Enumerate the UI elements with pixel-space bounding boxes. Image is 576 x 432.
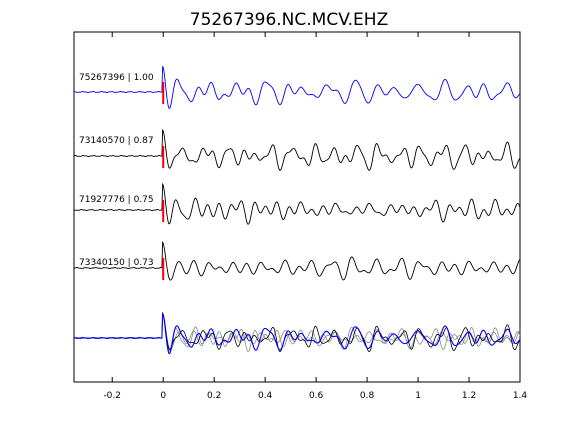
trace-label: 73340150 | 0.73: [79, 258, 154, 268]
overlay-waveform: [74, 311, 521, 355]
axis-ticks: -0.2 0 0.2 0.4 0.6 0.8 1 1.2 1.4: [103, 32, 527, 401]
overlay-waveform: [73, 312, 521, 353]
trace-labels: 75267396 | 1.00 73140570 | 0.87 71927776 |…: [79, 73, 154, 268]
overlay-waveform: [73, 312, 521, 352]
trace-label: 71927776 | 0.75: [79, 195, 154, 205]
waveform-trace: [73, 182, 521, 225]
x-tick-label: 0: [160, 391, 166, 401]
x-tick-label: 1: [415, 391, 421, 401]
x-tick-label: -0.2: [103, 391, 121, 401]
waveform-trace: [73, 128, 521, 171]
x-tick-label: 0.4: [258, 391, 273, 401]
waveform-trace: [73, 240, 521, 281]
x-tick-label: 1.4: [513, 391, 528, 401]
trace-label: 75267396 | 1.00: [79, 73, 154, 83]
chart-title: 75267396.NC.MCV.EHZ: [190, 10, 388, 30]
x-tick-label: 0.2: [207, 391, 221, 401]
waveform-traces: [73, 66, 521, 355]
x-tick-label: 1.2: [462, 391, 476, 401]
waveform-trace: [74, 66, 521, 109]
trace-label: 73140570 | 0.87: [79, 136, 154, 146]
plot-axes-frame: [73, 31, 521, 383]
x-tick-label: 0.6: [309, 391, 324, 401]
x-tick-label: 0.8: [360, 391, 375, 401]
